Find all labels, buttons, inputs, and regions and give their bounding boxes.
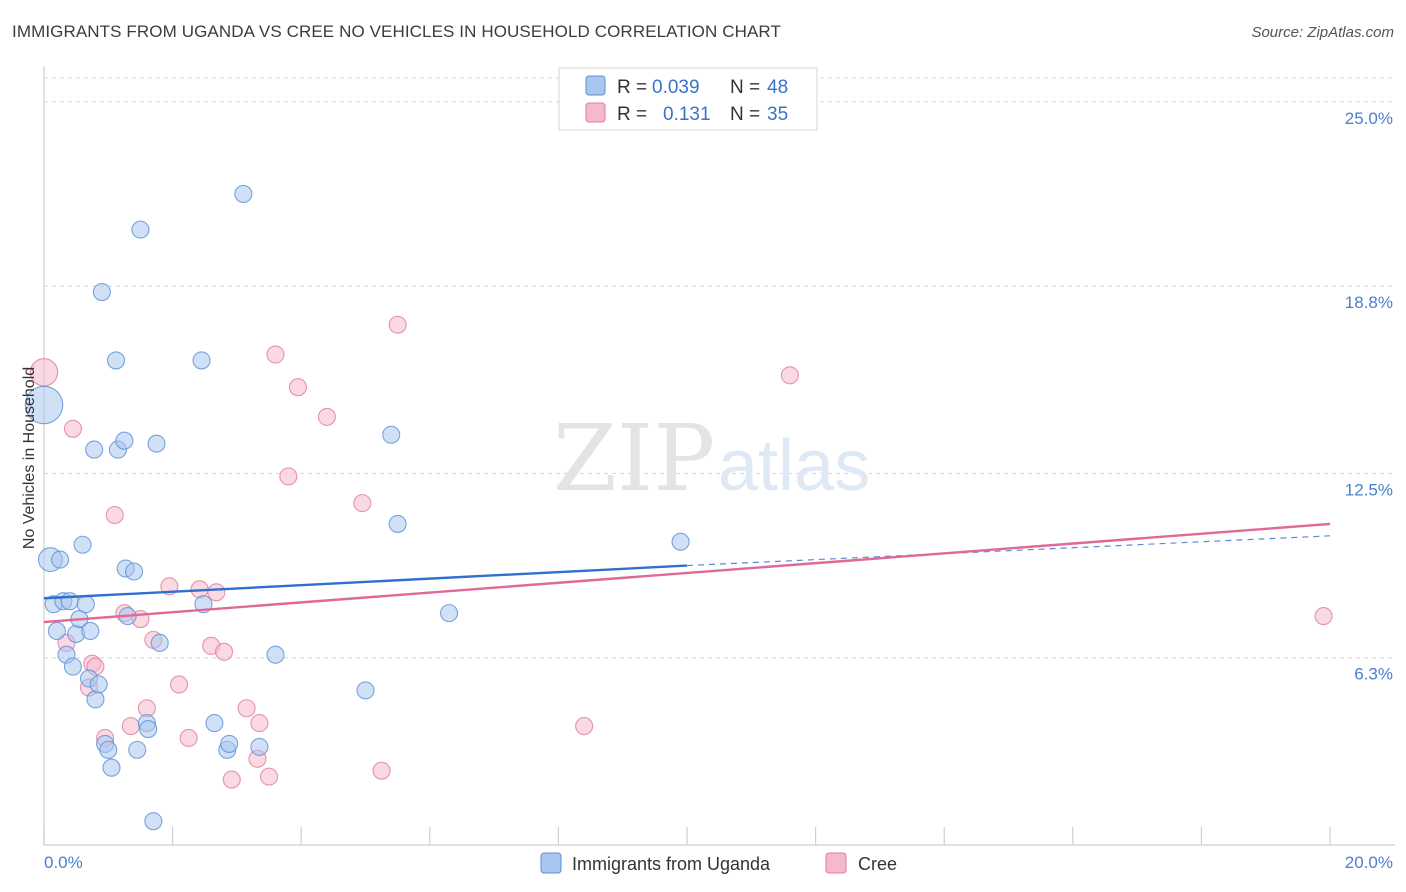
uganda-point xyxy=(85,440,104,459)
cree-point xyxy=(222,770,241,789)
legend-r-label-cree: R = xyxy=(617,104,647,125)
uganda-point xyxy=(192,351,211,370)
cree-point xyxy=(179,728,198,748)
cree-point xyxy=(169,675,189,694)
uganda-point xyxy=(234,184,253,203)
uganda-point xyxy=(356,681,375,700)
uganda-trend-extension xyxy=(686,535,1331,567)
cree-point xyxy=(780,366,799,385)
cree-point xyxy=(279,467,298,486)
uganda-point xyxy=(144,812,163,831)
uganda-point xyxy=(139,720,158,739)
uganda-point xyxy=(388,514,407,533)
legend-r-value-cree: 0.131 xyxy=(663,104,711,125)
cree-point xyxy=(237,699,256,718)
watermark-zip: ZIP xyxy=(553,405,715,512)
uganda-point xyxy=(81,621,100,641)
uganda-points xyxy=(24,184,690,831)
uganda-point xyxy=(205,714,224,733)
legend-n-value-cree: 35 xyxy=(767,104,788,125)
uganda-point xyxy=(24,385,64,425)
uganda-point xyxy=(99,740,118,759)
series-legend-label-cree: Cree xyxy=(858,854,897,874)
uganda-point xyxy=(92,282,111,302)
uganda-point xyxy=(106,351,126,370)
uganda-point xyxy=(147,434,166,453)
tick-labels: 6.3% 12.5% 18.8% 25.0% 0.0% 20.0% xyxy=(44,109,1393,872)
y-tick-label: 18.8% xyxy=(1345,293,1393,312)
series-legend: Immigrants from Uganda Cree xyxy=(540,852,897,874)
series-legend-swatch-uganda xyxy=(540,852,562,874)
uganda-point xyxy=(73,535,92,554)
cree-point xyxy=(1314,607,1333,626)
legend-swatch-cree xyxy=(585,102,606,123)
uganda-point xyxy=(266,645,285,664)
legend-r-label-uganda: R = xyxy=(617,77,647,98)
uganda-point xyxy=(131,220,150,239)
chart-title: IMMIGRANTS FROM UGANDA VS CREE NO VEHICL… xyxy=(12,22,781,41)
y-axis-label: No Vehicles in Household xyxy=(21,367,38,549)
legend-n-value-uganda: 48 xyxy=(767,77,788,98)
uganda-point xyxy=(60,592,79,611)
source-label: Source: ZipAtlas.com xyxy=(1251,24,1394,41)
uganda-point xyxy=(47,621,66,641)
trend-lines xyxy=(43,522,1331,624)
correlation-legend: R = 0.039 N = 48 R = 0.131 N = 35 xyxy=(558,67,818,131)
y-tick-label: 25.0% xyxy=(1345,109,1393,128)
series-legend-label-uganda: Immigrants from Uganda xyxy=(572,854,771,874)
cree-point xyxy=(388,315,407,334)
uganda-point xyxy=(102,758,121,777)
uganda-point xyxy=(671,532,690,551)
uganda-point xyxy=(86,690,105,709)
legend-n-label-uganda: N = xyxy=(730,77,760,98)
cree-point xyxy=(266,345,285,364)
cree-point xyxy=(353,494,372,513)
axes xyxy=(43,66,1395,846)
cree-point xyxy=(317,407,336,426)
uganda-point xyxy=(382,425,401,444)
uganda-point xyxy=(115,431,134,450)
x-tick-label: 20.0% xyxy=(1345,853,1393,872)
uganda-point xyxy=(124,562,144,581)
cree-point xyxy=(105,505,124,525)
x-tick-label: 0.0% xyxy=(44,853,83,872)
cree-points xyxy=(29,315,1333,789)
cree-point xyxy=(575,717,594,736)
y-tick-label: 6.3% xyxy=(1354,665,1393,684)
cree-point xyxy=(63,419,82,438)
uganda-point xyxy=(220,734,239,753)
uganda-point xyxy=(128,740,147,759)
uganda-point xyxy=(150,633,169,652)
cree-point xyxy=(259,767,279,786)
uganda-point xyxy=(63,657,82,676)
watermark-atlas: atlas xyxy=(718,426,870,506)
uganda-trend-line xyxy=(43,564,688,600)
cree-point xyxy=(207,583,226,602)
y-tick-label: 12.5% xyxy=(1345,480,1393,499)
uganda-point xyxy=(250,737,269,756)
cree-trend-line xyxy=(43,522,1331,624)
uganda-point xyxy=(440,604,459,623)
uganda-point xyxy=(76,595,95,614)
legend-n-label-cree: N = xyxy=(730,104,760,125)
legend-r-value-uganda: 0.039 xyxy=(652,77,700,98)
uganda-point xyxy=(51,550,70,569)
cree-point xyxy=(288,378,308,397)
cree-point xyxy=(121,717,140,736)
uganda-point xyxy=(89,675,108,694)
series-legend-swatch-cree xyxy=(825,852,847,874)
cree-point xyxy=(250,714,269,733)
cree-point xyxy=(372,761,391,780)
legend-swatch-uganda xyxy=(585,75,606,96)
cree-point xyxy=(214,642,234,661)
